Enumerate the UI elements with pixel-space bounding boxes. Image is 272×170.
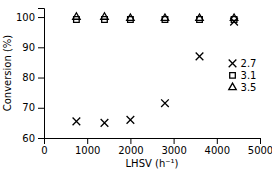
- tick-label: 0: [41, 145, 47, 156]
- legend-marker: [229, 60, 237, 68]
- legend: 2.73.13.5: [229, 58, 257, 93]
- tick-label: 1000: [75, 145, 100, 156]
- point: [196, 53, 204, 61]
- tick-mark: [38, 78, 44, 79]
- tick-label: 80: [22, 72, 35, 83]
- legend-entry: 3.1: [230, 70, 257, 81]
- axis-domain: [45, 139, 261, 145]
- point: [127, 116, 135, 124]
- legend-label: 2.7: [241, 58, 257, 69]
- tick-label: 100: [16, 12, 35, 23]
- legend-marker: [229, 83, 236, 89]
- tick: 4000: [205, 138, 230, 156]
- point: [101, 13, 108, 19]
- tick: 1000: [75, 138, 100, 156]
- point: [161, 14, 168, 20]
- tick-mark: [130, 138, 131, 144]
- tick-label: 4000: [205, 145, 230, 156]
- tick-label: 3000: [161, 145, 186, 156]
- tick: 90: [22, 42, 44, 53]
- series: [73, 13, 238, 21]
- point: [127, 14, 134, 20]
- marks: [73, 13, 238, 127]
- legend-entry: 3.5: [229, 82, 257, 93]
- axis-domain: [38, 9, 45, 139]
- point: [73, 118, 81, 126]
- legend-label: 3.1: [241, 70, 257, 81]
- chart: 0 1000 2000 3000 4000 5000 60 70 80 90 100 2.73.13.…: [0, 0, 272, 170]
- legend-label: 3.5: [241, 82, 257, 93]
- point: [161, 99, 169, 107]
- y-axis-title: Conversion (%): [2, 35, 13, 112]
- point: [101, 119, 109, 127]
- tick-mark: [38, 47, 44, 48]
- plot: 0 1000 2000 3000 4000 5000 60 70 80 90 100 2.73.13.…: [16, 9, 272, 157]
- tick-label: 70: [22, 102, 35, 113]
- tick: 2000: [118, 138, 143, 156]
- tick: 60: [22, 133, 44, 144]
- tick: 100: [16, 12, 44, 23]
- point: [230, 14, 237, 20]
- series: [74, 17, 237, 23]
- tick: 80: [22, 72, 44, 83]
- point: [73, 13, 80, 19]
- legend-entry: 2.7: [229, 58, 257, 69]
- tick-mark: [38, 138, 44, 139]
- tick-label: 5000: [248, 145, 272, 156]
- legend-marker: [230, 73, 236, 79]
- tick-mark: [174, 138, 175, 144]
- x-axis-title: LHSV (h⁻¹): [126, 158, 179, 169]
- tick-label: 2000: [118, 145, 143, 156]
- tick: 3000: [161, 138, 186, 156]
- x-axis: 0 1000 2000 3000 4000 5000: [41, 138, 272, 156]
- tick-mark: [87, 138, 88, 144]
- point: [196, 14, 203, 20]
- tick: 70: [22, 102, 44, 113]
- tick-label: 90: [22, 42, 35, 53]
- tick-mark: [38, 108, 44, 109]
- tick: 0: [41, 138, 47, 156]
- tick-mark: [38, 17, 44, 18]
- tick-mark: [260, 138, 261, 144]
- tick: 5000: [248, 138, 272, 156]
- series: [73, 18, 238, 127]
- tick-label: 60: [22, 133, 35, 144]
- y-axis: 60 70 80 90 100: [16, 9, 45, 144]
- tick-mark: [217, 138, 218, 144]
